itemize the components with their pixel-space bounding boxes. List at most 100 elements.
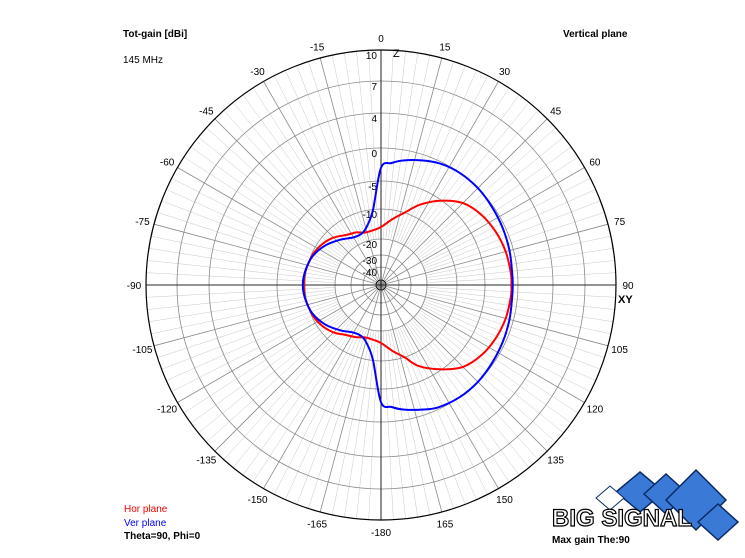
grid-spoke <box>380 284 443 513</box>
grid-spoke <box>401 75 488 245</box>
angle-label: -15 <box>310 42 325 53</box>
grid-spoke <box>296 65 365 243</box>
angle-label: 165 <box>437 520 454 531</box>
grid-spoke <box>190 311 344 424</box>
grid-spoke <box>380 81 499 286</box>
grid-spoke <box>422 189 596 267</box>
grid-spoke <box>232 320 353 468</box>
grid-spoke <box>285 70 363 244</box>
grid-spoke <box>407 322 520 476</box>
grid-spoke <box>426 260 615 281</box>
grid-spoke <box>387 330 419 518</box>
grid-spoke <box>319 284 382 513</box>
radial-tick-label: 0 <box>371 149 377 160</box>
grid-spoke <box>177 167 382 286</box>
grid-spoke <box>157 212 338 272</box>
grid-spoke <box>399 70 477 244</box>
frequency-label: 145 MHz <box>123 55 164 66</box>
grid-spoke <box>171 305 341 392</box>
angle-label: -165 <box>307 520 327 531</box>
grid-spoke <box>419 309 579 414</box>
angle-label: -120 <box>157 405 177 416</box>
angle-label: 120 <box>587 405 604 416</box>
grid-spoke <box>206 127 347 255</box>
grid-spoke <box>411 319 539 460</box>
max-gain-label: Max gain The:90 <box>552 535 630 546</box>
grid-spoke <box>390 329 431 515</box>
grid-spoke <box>263 284 382 489</box>
angle-label: -135 <box>196 456 216 467</box>
grid-spoke <box>415 315 556 443</box>
grid-spoke <box>166 303 340 381</box>
series-line-ver-plane <box>301 159 514 411</box>
grid-spoke <box>274 75 361 245</box>
angle-label: -60 <box>160 158 175 169</box>
grid-spoke <box>405 323 510 483</box>
grid-spoke <box>380 57 443 286</box>
polar-grid <box>145 49 617 521</box>
grid-spoke <box>153 223 382 286</box>
angle-label: 90 <box>622 281 634 292</box>
series-line-hor-plane <box>302 199 513 371</box>
grid-spoke <box>331 55 372 241</box>
grid-spoke <box>380 167 585 286</box>
grid-spoke <box>331 329 372 515</box>
axis-label-z: Z <box>393 48 400 60</box>
angle-label: 15 <box>439 42 451 53</box>
grid-spoke <box>242 322 355 476</box>
grid-spoke <box>368 50 379 240</box>
grid-spoke <box>380 284 585 403</box>
grid-spoke <box>157 298 338 358</box>
grid-spoke <box>423 301 601 370</box>
grid-spoke <box>153 284 382 347</box>
grid-spoke <box>161 200 339 269</box>
angle-label: -90 <box>127 281 142 292</box>
logo-text: BIG SIGNAL <box>552 505 692 532</box>
grid-spoke <box>252 87 357 247</box>
angle-label: 30 <box>499 67 511 78</box>
grid-spoke <box>383 330 394 520</box>
grid-spoke <box>416 136 564 257</box>
grid-spoke <box>171 178 341 265</box>
grid-spoke <box>147 260 336 281</box>
grid-spoke <box>390 55 431 241</box>
grid-spoke <box>190 146 344 259</box>
angle-label: 105 <box>611 345 628 356</box>
grid-spoke <box>380 284 609 347</box>
angle-label: -105 <box>132 345 152 356</box>
radial-tick-label: -20 <box>363 240 378 251</box>
grid-spoke <box>223 110 351 251</box>
grid-spoke <box>426 291 614 323</box>
angle-label: 150 <box>496 495 513 506</box>
grid-spoke <box>161 301 339 370</box>
radial-tick-labels: 10 7 4 0 -5 -10 -20 -30-40 <box>363 51 378 279</box>
radial-tick-label: -40 <box>363 268 378 279</box>
grid-spoke <box>146 272 336 283</box>
big-signal-logo: BIG SIGNAL Max gain The:90 <box>551 468 740 546</box>
grid-spoke <box>308 61 368 242</box>
grid-spoke <box>421 178 591 265</box>
chart-title: Tot-gain [dBi] <box>123 29 188 40</box>
grid-spoke <box>424 298 605 358</box>
grid-spoke <box>252 323 357 483</box>
angle-label: -45 <box>199 106 214 117</box>
axis-label-xy: XY <box>618 294 633 306</box>
legend-ver-plane: Ver plane <box>124 518 167 529</box>
grid-spoke <box>223 319 351 460</box>
angle-label: -180 <box>371 528 391 539</box>
legend-hor-plane: Hor plane <box>124 504 168 515</box>
grid-spoke <box>394 61 454 242</box>
grid-spoke <box>147 289 336 310</box>
grid-spoke <box>425 235 611 276</box>
angle-label: 135 <box>547 456 564 467</box>
radial-tick-label: -10 <box>363 210 378 221</box>
grid-spoke <box>397 327 466 505</box>
grid-spoke <box>407 94 520 248</box>
grid-spoke <box>214 284 382 452</box>
grid-spoke <box>425 294 611 335</box>
grid-spoke <box>166 189 340 267</box>
grid-spoke <box>423 200 601 269</box>
grid-spoke <box>232 102 353 250</box>
grid-spoke <box>263 81 382 286</box>
